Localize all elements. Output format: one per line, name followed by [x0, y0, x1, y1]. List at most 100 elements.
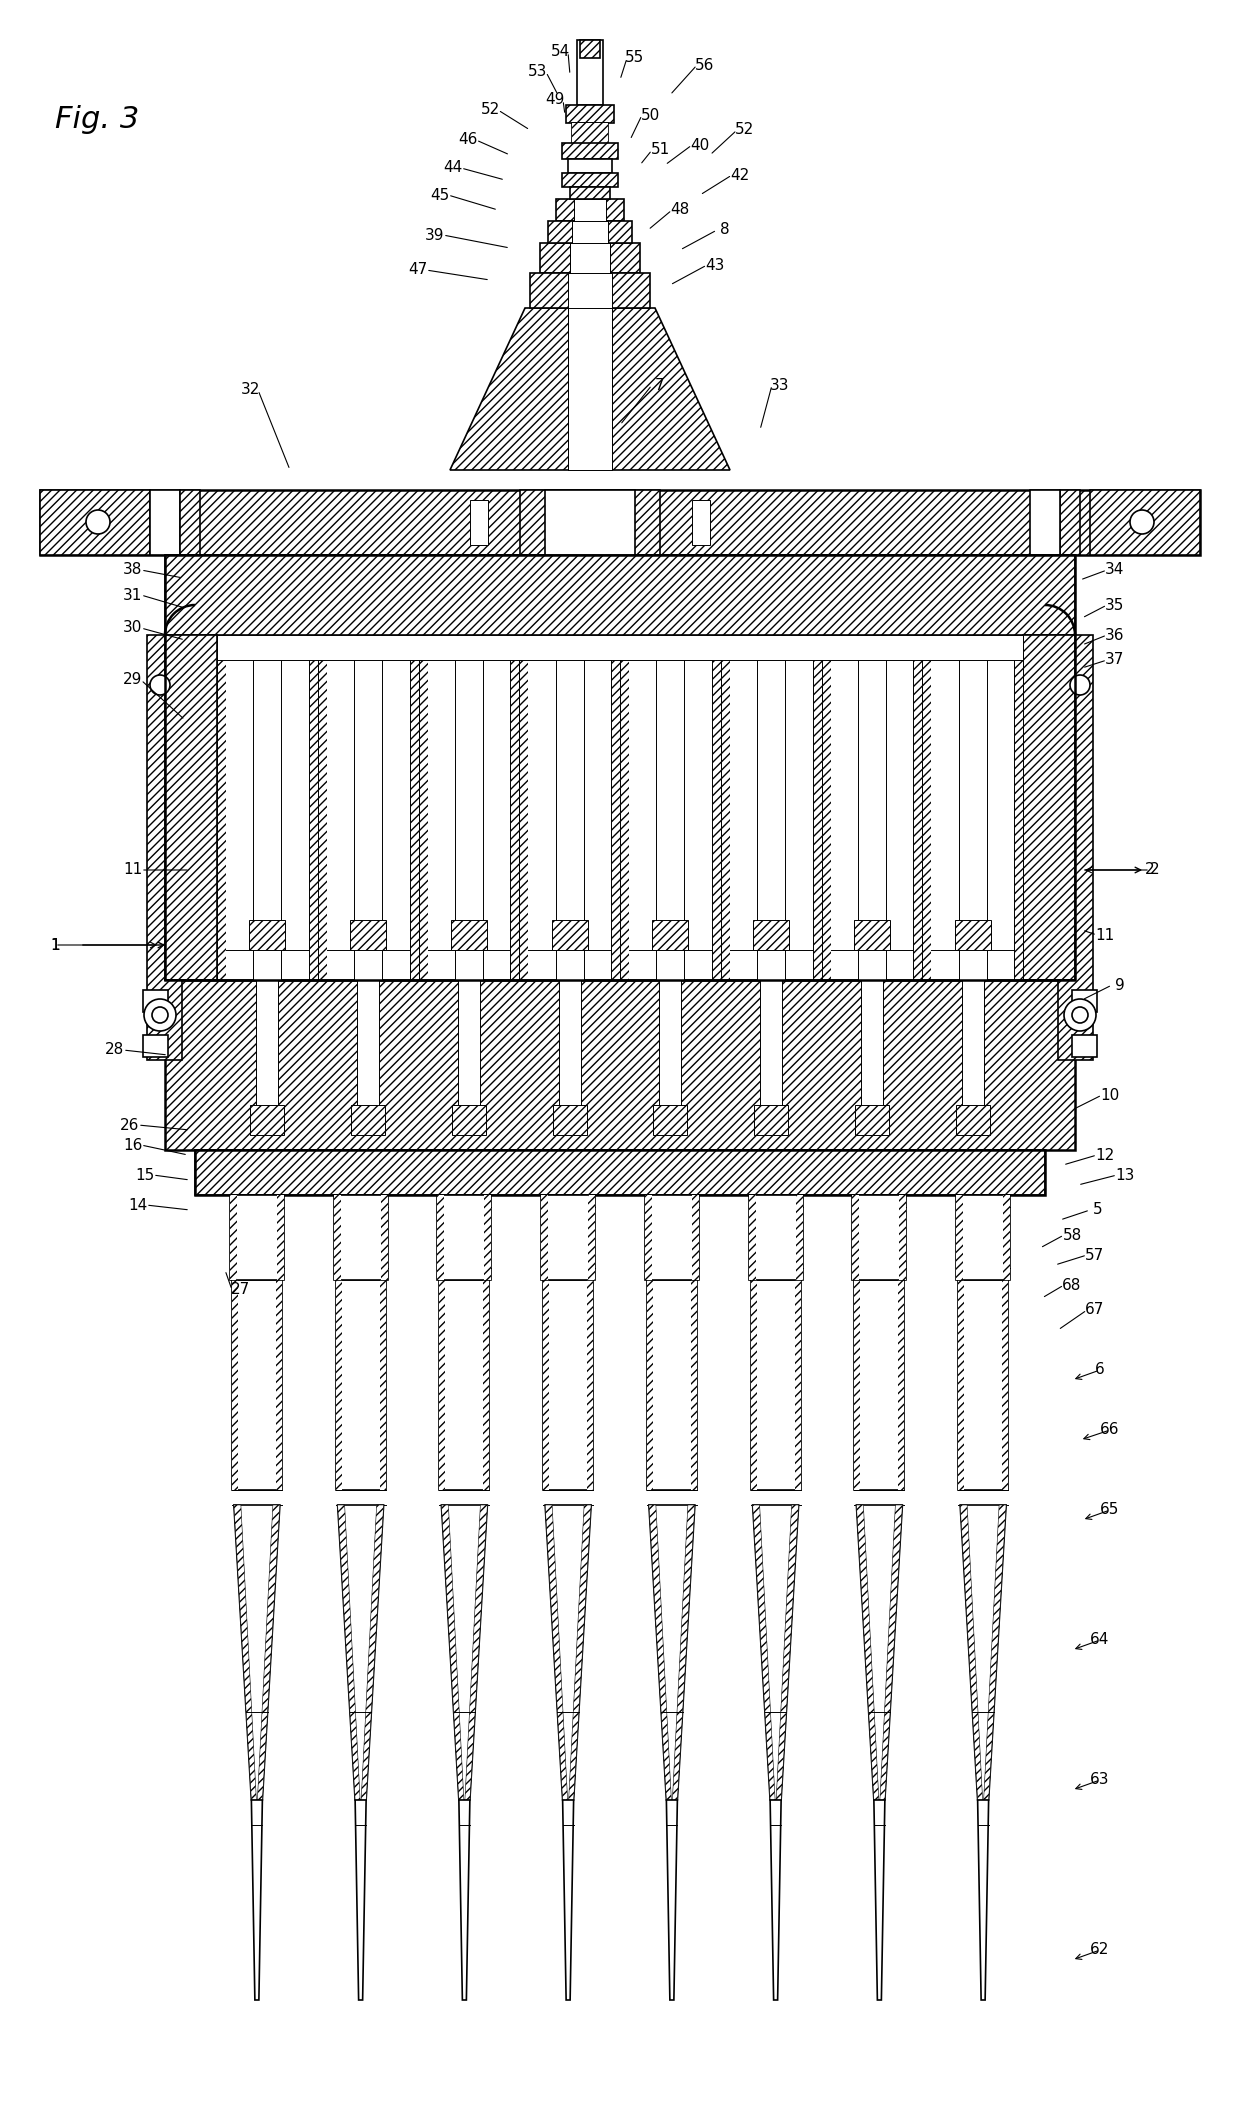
Bar — [520, 490, 660, 556]
Bar — [852, 1196, 906, 1280]
Text: 15: 15 — [135, 1168, 155, 1183]
Polygon shape — [857, 1504, 903, 1800]
Bar — [334, 1196, 341, 1280]
Bar — [1073, 1035, 1097, 1056]
Polygon shape — [465, 1504, 487, 1800]
Text: 54: 54 — [551, 44, 569, 59]
Bar — [821, 636, 831, 980]
Bar — [959, 1280, 965, 1490]
Bar — [485, 1196, 491, 1280]
Bar — [143, 1035, 167, 1056]
Bar — [559, 980, 580, 1124]
Bar — [1023, 636, 1075, 980]
Text: 11: 11 — [1095, 928, 1115, 942]
Polygon shape — [459, 1800, 470, 2001]
Bar — [570, 243, 610, 273]
Text: 68: 68 — [1063, 1278, 1081, 1293]
Polygon shape — [753, 1504, 799, 1800]
Bar — [620, 636, 629, 980]
Bar — [355, 636, 382, 980]
Bar — [959, 1280, 1008, 1490]
Circle shape — [144, 999, 176, 1031]
Bar — [556, 199, 624, 222]
Bar — [539, 243, 640, 273]
Polygon shape — [880, 1504, 903, 1800]
Polygon shape — [361, 1504, 383, 1800]
Bar — [691, 1280, 697, 1490]
Text: 37: 37 — [1105, 653, 1125, 668]
Bar — [350, 919, 386, 951]
Bar — [553, 1105, 587, 1135]
Bar — [831, 636, 913, 980]
Polygon shape — [441, 1504, 487, 1800]
Text: 38: 38 — [123, 562, 143, 577]
Polygon shape — [753, 1504, 775, 1800]
Bar — [796, 1196, 802, 1280]
Bar — [409, 636, 419, 980]
Bar — [611, 636, 620, 980]
Bar — [1030, 490, 1060, 556]
Text: 42: 42 — [730, 167, 750, 182]
Polygon shape — [857, 1504, 879, 1800]
Bar — [955, 919, 991, 951]
Text: 6: 6 — [1095, 1363, 1105, 1378]
Bar — [749, 1196, 802, 1280]
Text: 2: 2 — [1146, 862, 1154, 877]
Text: 45: 45 — [430, 188, 450, 203]
Bar — [309, 636, 317, 980]
Bar — [143, 991, 167, 1012]
Circle shape — [150, 674, 170, 695]
Bar — [1073, 991, 1097, 1012]
Bar — [854, 1105, 889, 1135]
Bar — [180, 490, 200, 556]
Polygon shape — [960, 1504, 982, 1800]
Bar — [913, 636, 923, 980]
Polygon shape — [874, 1800, 885, 2001]
Bar — [1014, 636, 1023, 980]
Bar — [795, 1280, 801, 1490]
Bar — [652, 919, 688, 951]
Bar — [653, 1105, 687, 1135]
Polygon shape — [441, 1504, 464, 1800]
Text: 34: 34 — [1105, 562, 1125, 577]
Bar — [165, 636, 217, 980]
Bar — [931, 636, 1014, 980]
Text: 62: 62 — [1090, 1942, 1110, 1957]
Bar — [562, 144, 618, 158]
Bar — [587, 1280, 593, 1490]
Polygon shape — [546, 1504, 568, 1800]
Bar — [647, 1280, 653, 1490]
Polygon shape — [983, 1504, 1006, 1800]
Text: 32: 32 — [241, 382, 259, 397]
Bar — [249, 919, 285, 951]
Bar — [334, 1196, 388, 1280]
Text: 14: 14 — [129, 1198, 148, 1213]
Text: 65: 65 — [1100, 1502, 1120, 1517]
Text: 1: 1 — [50, 938, 60, 953]
Text: 58: 58 — [1063, 1228, 1081, 1242]
Polygon shape — [337, 1504, 360, 1800]
Bar — [150, 490, 180, 556]
Bar — [629, 636, 712, 980]
Text: 9: 9 — [1115, 978, 1125, 993]
Bar — [510, 636, 520, 980]
Bar — [438, 1196, 444, 1280]
Polygon shape — [666, 1800, 677, 2001]
Circle shape — [153, 1008, 167, 1023]
Polygon shape — [234, 1504, 280, 1800]
Polygon shape — [776, 1504, 799, 1800]
Bar — [572, 123, 608, 144]
Bar — [470, 501, 489, 545]
Text: 29: 29 — [123, 672, 143, 687]
Bar — [1090, 490, 1200, 556]
Bar — [574, 199, 606, 222]
Bar — [543, 1280, 593, 1490]
Bar — [438, 1196, 491, 1280]
Polygon shape — [569, 1504, 591, 1800]
Bar — [956, 1196, 963, 1280]
Circle shape — [86, 509, 110, 535]
Bar — [253, 636, 281, 980]
Bar — [956, 1196, 1011, 1280]
Polygon shape — [337, 1504, 383, 1800]
Bar — [217, 636, 226, 980]
